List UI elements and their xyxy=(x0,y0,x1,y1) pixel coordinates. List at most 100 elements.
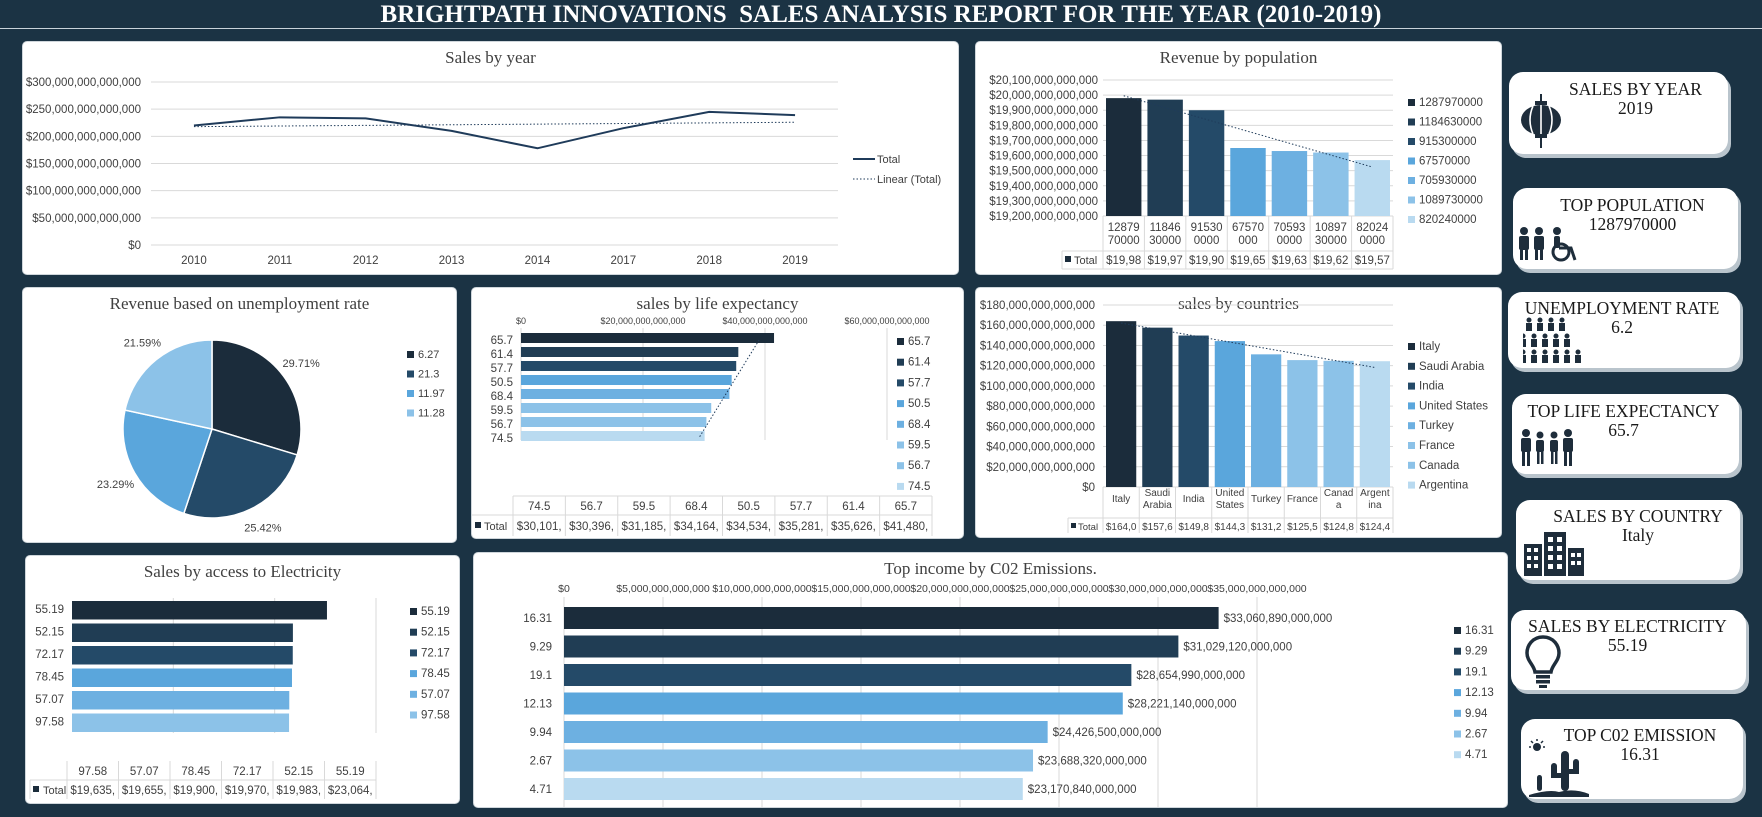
legend-swatch xyxy=(1065,256,1071,262)
x-tick-label: 2018 xyxy=(696,255,722,267)
table-cell: $19,90 xyxy=(1189,255,1224,267)
revenue-by-population-panel: Revenue by population $19,200,000,000,00… xyxy=(975,41,1502,275)
legend-swatch xyxy=(1408,442,1415,449)
y-tick-label: $150,000,000,000,000 xyxy=(26,159,141,171)
kpi-value: 55.19 xyxy=(1607,635,1648,655)
x-tick-label: France xyxy=(1287,494,1319,505)
kpi-value: Italy xyxy=(1621,525,1655,545)
legend-item: 61.4 xyxy=(908,357,931,369)
x-tick-label: $60,000,000,000,000 xyxy=(844,316,929,326)
legend-item: 12.13 xyxy=(1465,687,1494,699)
legend-swatch xyxy=(1408,157,1415,165)
table-cell: $19,98 xyxy=(1106,255,1141,267)
bar xyxy=(72,668,292,687)
table-cell: $35,626, xyxy=(831,521,876,533)
kpi-sales-by-year: SALES BY YEAR 2019 xyxy=(1509,72,1728,154)
bar xyxy=(521,431,705,441)
chart-title: sales by countries xyxy=(1178,294,1299,313)
crowd-icon xyxy=(1523,317,1581,363)
x-tick-label: $5,000,000,000,000 xyxy=(616,583,710,595)
legend-item: Canada xyxy=(1419,460,1460,472)
kpi-value: 6.2 xyxy=(1611,317,1633,337)
y-tick-label: $160,000,000,000,000 xyxy=(980,320,1095,332)
legend-item: 78.45 xyxy=(421,668,450,680)
x-tick-label: 10897 30000 xyxy=(1315,222,1347,247)
table-cell: $125,5 xyxy=(1287,522,1318,533)
revenue-unemployment-panel: Revenue based on unemployment rate 29.71… xyxy=(22,287,457,543)
y-tick-label: $19,500,000,000,000 xyxy=(989,166,1098,178)
bar xyxy=(521,361,737,371)
legend-swatch xyxy=(1408,422,1415,430)
kpi-label: SALES BY YEAR xyxy=(1569,79,1702,99)
kpi-label: UNEMPLOYMENT RATE xyxy=(1524,298,1720,318)
table-header: 68.4 xyxy=(685,501,708,513)
sales-life-expectancy-panel: sales by life expectancy $0 $20,000,000,0… xyxy=(471,287,964,539)
bar xyxy=(1106,98,1142,216)
y-tick-label: $100,000,000,000,000 xyxy=(980,381,1095,393)
x-tick-label: Saudi Arabia xyxy=(1143,488,1172,511)
bar xyxy=(1287,360,1318,487)
buildings-icon xyxy=(1524,532,1584,576)
x-tick-label: $0 xyxy=(516,316,526,326)
y-tick-label: $50,000,000,000,000 xyxy=(32,213,141,225)
legend-swatch xyxy=(407,351,414,358)
y-tick-label: 74.5 xyxy=(491,433,513,445)
pie-slice xyxy=(211,339,302,456)
y-tick-label: $80,000,000,000,000 xyxy=(986,401,1095,413)
chart-title: Revenue based on unemployment rate xyxy=(109,294,370,313)
data-label: $23,170,840,000,000 xyxy=(1028,784,1137,796)
bar xyxy=(564,721,1048,743)
kpi-label: TOP LIFE EXPECTANCY xyxy=(1527,401,1720,421)
data-label: $31,029,120,000,000 xyxy=(1183,642,1292,654)
series-line-total xyxy=(193,110,796,150)
y-tick-label: 52.15 xyxy=(35,627,64,639)
table-cell: $30,396, xyxy=(569,521,614,533)
trendline xyxy=(1123,95,1373,168)
legend-item: 9.94 xyxy=(1465,708,1488,720)
y-tick-label: 50.5 xyxy=(491,377,513,389)
legend-item: Saudi Arabia xyxy=(1419,361,1485,373)
table-cell: $30,101, xyxy=(517,521,562,533)
kpi-label: SALES BY COUNTRY xyxy=(1553,506,1723,526)
table-header: 97.58 xyxy=(78,766,107,778)
kpi-top-co2-emission: TOP C02 EMISSION 16.31 xyxy=(1521,719,1743,799)
bar xyxy=(1147,99,1183,216)
table-cell: $34,164, xyxy=(674,521,719,533)
legend-item: Italy xyxy=(1419,341,1440,353)
table-cell: $34,534, xyxy=(726,521,771,533)
table-header: 61.4 xyxy=(842,501,865,513)
y-tick-label: $0 xyxy=(1082,482,1095,494)
legend-item: 11.97 xyxy=(418,388,445,400)
table-header: 55.19 xyxy=(336,766,365,778)
y-tick-label: 56.7 xyxy=(491,419,513,431)
x-tick-label: $30,000,000,000,000 xyxy=(1108,583,1207,595)
bar xyxy=(564,778,1023,800)
x-tick-label: 91530 0000 xyxy=(1191,222,1223,247)
table-cell: $164,0 xyxy=(1106,522,1137,533)
trendline xyxy=(1121,322,1375,368)
x-tick-label: Italy xyxy=(1112,494,1130,505)
sales-by-countries-panel: sales by countries $0 $20,000,000,000,000… xyxy=(975,287,1502,538)
trendline xyxy=(193,121,796,128)
bar xyxy=(521,375,732,385)
table-cell: $19,970, xyxy=(225,785,270,797)
legend-swatch xyxy=(1408,461,1415,469)
legend-item: 74.5 xyxy=(908,481,930,493)
y-tick-label: 72.17 xyxy=(35,649,64,661)
legend-swatch xyxy=(410,690,417,698)
legend-swatch xyxy=(1408,99,1415,106)
legend-item: 59.5 xyxy=(908,440,930,452)
x-tick-label: $20,000,000,000,000 xyxy=(910,583,1009,595)
bar xyxy=(1359,361,1390,487)
legend-swatch xyxy=(1408,382,1415,390)
y-tick-label: 9.29 xyxy=(530,642,552,654)
table-header: 57.07 xyxy=(130,766,159,778)
bar xyxy=(564,692,1123,715)
legend-item: 1184630000 xyxy=(1419,117,1482,129)
legend-swatch xyxy=(1408,118,1415,126)
table-header: 50.5 xyxy=(737,501,759,513)
x-tick-label: Canad a xyxy=(1324,488,1353,511)
sales-life-expectancy-chart: $0 $20,000,000,000,000 $40,000,000,000,000… xyxy=(472,316,933,536)
legend-item: Argentina xyxy=(1419,480,1469,492)
table-row-label: Total xyxy=(1074,255,1097,267)
